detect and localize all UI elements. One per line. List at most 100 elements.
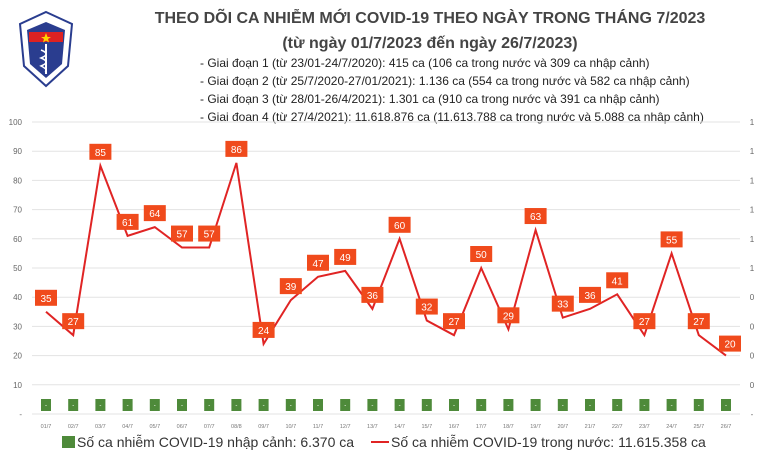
bar-data-label: - [317, 403, 319, 409]
line-data-label-box [198, 225, 221, 242]
x-tick-label: 12/7 [340, 424, 351, 430]
line-data-label-box [606, 272, 629, 289]
legend-line-swatch [371, 441, 389, 443]
left-tick-label: 60 [13, 235, 22, 244]
x-tick-label: 13/7 [367, 424, 378, 430]
x-tick-label: 19/7 [530, 424, 541, 430]
bar-data-label: - [181, 403, 183, 409]
line-data-label: 29 [503, 311, 515, 322]
line-data-label-box [334, 248, 357, 265]
bar-data-label: - [263, 403, 265, 409]
x-tick-label: 02/7 [68, 424, 79, 430]
import-bar [41, 399, 51, 411]
line-data-label-box [225, 140, 248, 157]
bar-data-label: - [290, 403, 292, 409]
domestic-line [45, 161, 727, 357]
left-tick-label: 80 [13, 176, 22, 185]
right-tick-label: 1 [750, 118, 755, 127]
right-tick-label: 0 [750, 322, 755, 331]
line-data-label-box [171, 225, 193, 242]
line-data-label: 32 [421, 303, 433, 314]
line-data-label: 55 [666, 235, 678, 246]
import-bar [122, 399, 133, 411]
x-tick-label: 11/7 [313, 424, 323, 430]
line-data-label-box [719, 335, 741, 352]
right-tick-label: 1 [750, 206, 755, 215]
line-data-label: 27 [68, 317, 80, 328]
line-data-label: 39 [285, 282, 297, 293]
x-tick-label: 17/7 [476, 424, 487, 430]
right-tick-label: - [751, 410, 754, 419]
line-data-label-box [470, 246, 493, 262]
left-tick-label: - [19, 410, 22, 419]
x-tick-label: 24/7 [666, 424, 677, 430]
left-tick-label: 50 [13, 264, 22, 273]
x-tick-label: 03/7 [95, 424, 106, 430]
ministry-of-health-logo [18, 10, 74, 88]
line-data-label: 36 [584, 291, 596, 302]
left-tick-label: 100 [9, 118, 23, 127]
legend-item-domestic: Số ca nhiễm COVID-19 trong nước: 11.615.… [371, 434, 706, 450]
line-data-label-box [497, 307, 520, 324]
line-data-label: 85 [95, 148, 107, 159]
phase-note: - Giai đoạn 3 (từ 28/01-26/4/2021): 1.30… [200, 92, 660, 106]
bar-data-label: - [154, 403, 156, 409]
x-tick-label: 04/7 [122, 424, 133, 430]
x-tick-label: 16/7 [449, 424, 460, 430]
line-data-label-box [279, 278, 302, 295]
line-data-label-box [415, 298, 438, 315]
right-tick-label: 1 [750, 176, 755, 185]
right-tick-label: 1 [750, 147, 755, 156]
bar-data-label: - [698, 403, 700, 409]
x-tick-label: 10/7 [285, 424, 296, 430]
line-data-label: 57 [204, 230, 216, 241]
x-tick-label: 22/7 [612, 424, 623, 430]
bar-data-label: - [235, 403, 237, 409]
x-tick-label: 09/7 [258, 424, 269, 430]
bar-data-label: - [399, 403, 401, 409]
import-bar [421, 399, 432, 411]
bar-data-label: - [480, 403, 482, 409]
import-bar [313, 399, 323, 411]
line-data-label-box [307, 254, 329, 271]
import-bar [693, 399, 704, 411]
line-data-label: 64 [149, 209, 161, 220]
line-data-label-box [687, 313, 710, 330]
chart-subtitle: (từ ngày 01/7/2023 đến ngày 26/7/2023) [282, 35, 578, 52]
bar-data-label: - [426, 403, 428, 409]
left-tick-label: 90 [13, 147, 22, 156]
line-data-label-box [579, 286, 601, 303]
import-bar [285, 399, 296, 411]
bar-data-label: - [72, 403, 74, 409]
line-data-label-box [551, 295, 574, 312]
x-tick-label: 25/7 [693, 424, 704, 430]
import-bar [367, 399, 378, 411]
import-bar [68, 399, 79, 411]
line-data-label: 57 [176, 230, 188, 241]
import-bar [476, 399, 487, 411]
x-tick-label: 07/7 [204, 424, 215, 430]
import-bar [258, 399, 269, 411]
bar-data-label: - [671, 403, 673, 409]
phase-note: - Giai đoạn 1 (từ 23/01-24/7/2020): 415 … [200, 56, 650, 70]
x-tick-label: 01/7 [41, 424, 52, 430]
bar-data-label: - [725, 403, 727, 409]
import-bar [585, 399, 595, 411]
line-data-label-box [388, 216, 411, 233]
bar-data-label: - [99, 403, 101, 409]
right-tick-label: 0 [750, 352, 755, 361]
import-bar [666, 399, 677, 411]
import-bar [231, 399, 242, 411]
line-data-label: 27 [448, 317, 460, 328]
line-data-label: 50 [476, 250, 488, 261]
import-bar [177, 399, 187, 411]
import-bar [721, 399, 731, 411]
line-data-label: 24 [258, 326, 270, 337]
bar-data-label: - [208, 403, 210, 409]
line-data-label: 27 [693, 317, 705, 328]
bar-data-label: - [344, 403, 346, 409]
import-bar [204, 399, 215, 411]
legend-bar-swatch [62, 436, 75, 448]
